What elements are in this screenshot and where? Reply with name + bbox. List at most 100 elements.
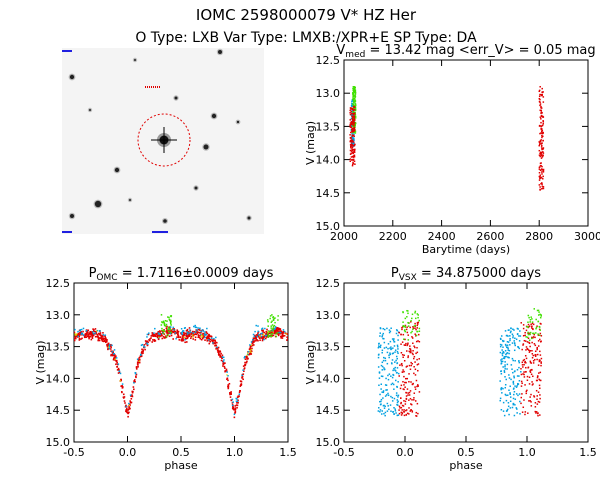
data-point-red	[240, 383, 243, 385]
data-point-red	[251, 340, 254, 343]
data-point-red	[90, 338, 93, 341]
data-point-red	[352, 120, 355, 123]
data-point-blue	[513, 391, 516, 393]
data-point-red	[191, 333, 193, 335]
data-point-red	[141, 348, 143, 351]
data-point-blue	[119, 372, 122, 375]
data-point-red	[185, 329, 188, 332]
data-point-red	[138, 361, 141, 364]
data-point-blue	[517, 383, 519, 386]
data-point-red	[111, 354, 114, 357]
phase-vsx-panel: -0.5 0.0 0.5 1.0 1.512.513.013.514.014.515.0…	[304, 266, 597, 472]
data-point-blue	[380, 364, 383, 367]
data-point-red	[402, 405, 405, 407]
data-point-red	[78, 335, 81, 338]
data-point-red	[153, 333, 155, 336]
data-point-red	[352, 158, 355, 161]
data-point-green	[58, 335, 60, 337]
data-point-red	[286, 339, 288, 341]
data-point-red	[208, 334, 211, 337]
data-point-green	[61, 326, 63, 328]
data-point-red	[214, 342, 216, 345]
data-point-red	[528, 400, 530, 402]
data-point-green	[353, 125, 356, 127]
data-point-green	[527, 321, 529, 323]
data-point-red	[404, 400, 407, 403]
data-point-blue	[390, 410, 392, 413]
data-point-red	[353, 160, 356, 163]
data-point-blue	[389, 352, 391, 354]
data-point-red	[123, 396, 126, 398]
data-point-red	[188, 327, 191, 329]
data-point-blue	[516, 369, 519, 371]
data-point-blue	[396, 344, 399, 347]
data-point-blue	[389, 404, 392, 406]
data-point-green	[267, 320, 269, 323]
data-point-blue	[502, 387, 504, 390]
data-point-blue	[504, 343, 507, 346]
data-point-red	[272, 334, 275, 337]
data-point-red	[182, 336, 184, 338]
data-point-blue	[194, 324, 196, 327]
data-point-red	[112, 358, 115, 361]
data-point-red	[182, 334, 184, 337]
data-point-red	[418, 391, 421, 393]
data-point-red	[151, 335, 154, 337]
data-point-red	[148, 339, 150, 341]
data-point-red	[538, 97, 541, 100]
data-point-red	[91, 336, 94, 338]
data-point-blue	[384, 357, 387, 360]
data-point-green	[535, 326, 538, 329]
data-point-green	[274, 321, 276, 324]
data-point-red	[97, 332, 100, 335]
y-axis-label: V (mag)	[304, 340, 317, 384]
data-point-green	[354, 132, 357, 134]
data-point-red	[531, 341, 533, 344]
data-point-red	[270, 329, 273, 332]
data-point-blue	[386, 327, 388, 330]
data-point-red	[74, 331, 76, 334]
data-point-blue	[134, 371, 137, 374]
y-axis-label: V (mag)	[304, 121, 317, 165]
data-point-green	[163, 322, 166, 325]
data-point-red	[354, 143, 356, 146]
data-point-green	[404, 317, 407, 320]
phase-omc-panel: -0.5 0.0 0.5 1.0 1.512.513.013.514.014.515.0…	[34, 266, 297, 472]
data-point-yellow	[259, 335, 261, 337]
data-point-green	[352, 125, 355, 128]
data-point-green	[169, 328, 172, 331]
data-point-red	[539, 169, 542, 172]
data-point-blue	[391, 376, 394, 379]
data-point-green	[414, 312, 416, 314]
field-star-core	[70, 214, 74, 218]
data-point-red	[524, 360, 526, 363]
data-point-red	[90, 332, 92, 334]
data-point-green	[538, 311, 540, 313]
data-point-red	[541, 185, 544, 187]
data-point-blue	[216, 346, 218, 349]
data-point-green	[533, 332, 535, 335]
data-point-red	[398, 412, 401, 415]
data-point-red	[139, 355, 142, 358]
data-point-red	[78, 332, 81, 334]
data-point-yellow	[96, 330, 98, 332]
data-point-green	[530, 337, 533, 340]
data-point-blue	[501, 354, 504, 357]
data-point-red	[113, 357, 115, 360]
data-point-blue	[518, 393, 521, 395]
data-point-red	[541, 183, 543, 185]
data-point-blue	[394, 351, 396, 353]
data-point-green	[540, 314, 542, 316]
data-point-green	[269, 330, 272, 333]
data-point-blue	[205, 333, 208, 336]
data-point-red	[251, 342, 254, 344]
data-point-red	[159, 331, 162, 333]
data-point-red	[541, 87, 543, 90]
data-point-red	[417, 384, 419, 386]
data-point-blue	[518, 366, 520, 369]
data-point-red	[219, 354, 222, 357]
data-point-green	[271, 328, 274, 330]
data-point-blue	[519, 400, 521, 403]
data-point-green	[414, 310, 417, 313]
data-point-red	[256, 334, 259, 336]
